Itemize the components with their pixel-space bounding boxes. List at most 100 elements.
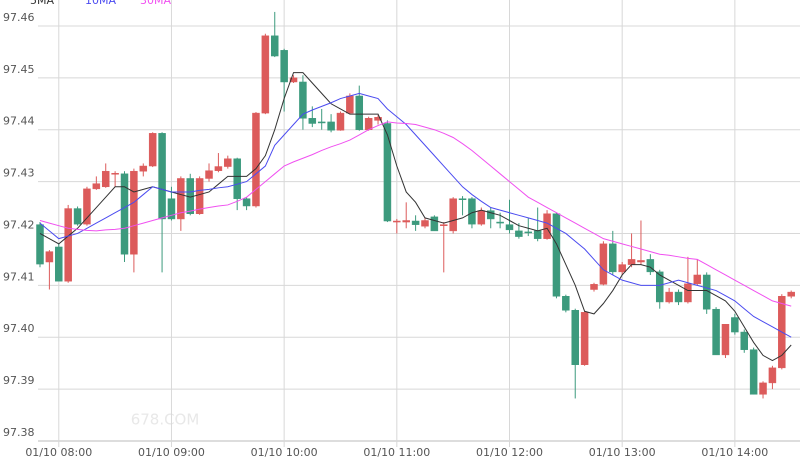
x-tick-label: 01/10 13:00 [589, 446, 656, 459]
candle-body [740, 331, 748, 350]
x-tick-label: 01/10 10:00 [251, 446, 318, 459]
candle-body [552, 213, 561, 297]
candle-body [317, 121, 326, 124]
candle-body [233, 158, 241, 199]
candle-body [271, 35, 279, 57]
candle-body [543, 213, 551, 239]
candle-body [346, 95, 354, 114]
candle-body [449, 198, 457, 232]
candle-body [308, 118, 317, 124]
candle-body [355, 95, 364, 130]
candle-body [402, 220, 410, 223]
candle-body [477, 210, 486, 225]
x-tick-label: 01/10 12:00 [476, 446, 543, 459]
candle-body [289, 77, 298, 83]
candle-body [148, 133, 157, 167]
candle-body [36, 224, 44, 265]
candle-body [674, 291, 683, 303]
legend-entry: 30MA [140, 0, 171, 7]
candle-body [111, 173, 119, 175]
candle-body [618, 264, 626, 273]
candle-body [430, 216, 439, 232]
candle-body [411, 220, 420, 225]
candle-body [120, 173, 129, 255]
candle-body [580, 312, 589, 365]
candle-body [599, 243, 608, 285]
x-tick-label: 01/10 08:00 [25, 446, 92, 459]
candle-body [421, 220, 429, 227]
candle-body [167, 198, 176, 220]
candle-body [684, 283, 692, 303]
candle-body [440, 224, 448, 226]
candle-body [721, 324, 730, 356]
y-tick-label: 97.38 [3, 426, 35, 439]
candle-body [383, 123, 392, 222]
candle-body [458, 198, 467, 200]
candle-body [195, 178, 204, 215]
candle-body [712, 308, 720, 356]
y-tick-label: 97.41 [3, 270, 35, 283]
candle-body [515, 230, 523, 237]
candle-body [83, 188, 91, 225]
candle-body [693, 274, 702, 285]
x-tick-label: 01/10 09:00 [138, 446, 205, 459]
candle-body [130, 170, 138, 255]
candle-body [92, 183, 101, 190]
candle-body [486, 210, 495, 220]
candle-body [496, 221, 504, 224]
ma-line [39, 121, 792, 307]
candle-body [562, 295, 570, 311]
candle-body [101, 170, 110, 188]
candle-body [45, 251, 54, 263]
x-tick-label: 01/10 14:00 [701, 446, 768, 459]
legend-entry: 5MA [30, 0, 54, 7]
y-tick-label: 97.44 [3, 115, 35, 128]
candle-body [214, 166, 223, 171]
legend-entry: 10MA [85, 0, 116, 7]
candle-body [242, 198, 251, 207]
candle-body [505, 224, 514, 231]
ma-line [39, 92, 792, 338]
candle-body [64, 208, 72, 282]
candle-body [524, 231, 533, 234]
candle-body [655, 271, 664, 303]
candle-body [787, 291, 795, 297]
candle-body [139, 165, 148, 172]
candle-body [252, 112, 260, 207]
candle-body [571, 310, 579, 365]
candle-body [158, 133, 166, 220]
candle-body [224, 158, 232, 167]
candle-body [646, 259, 655, 273]
y-tick-label: 97.40 [3, 322, 35, 335]
x-tick-label: 01/10 11:00 [363, 446, 430, 459]
candle-body [759, 382, 767, 395]
y-tick-label: 97.39 [3, 374, 35, 387]
candle-body [533, 230, 542, 239]
candle-body [637, 260, 645, 263]
y-tick-label: 97.42 [3, 218, 35, 231]
candle-body [73, 208, 82, 225]
candle-body [665, 291, 673, 303]
candle-body [749, 349, 758, 395]
watermark: 678.COM [131, 411, 200, 429]
candle-body [364, 118, 373, 130]
candle-body [731, 317, 739, 333]
candle-body [590, 284, 598, 290]
candle-body [627, 259, 636, 265]
y-tick-label: 97.46 [3, 11, 35, 24]
candle-body [177, 178, 185, 220]
candle-body [336, 112, 345, 131]
candle-body [261, 35, 270, 114]
y-tick-label: 97.43 [3, 167, 35, 180]
candle-body [609, 243, 617, 273]
y-tick-label: 97.45 [3, 63, 35, 76]
candle-body [280, 50, 288, 83]
candle-body [55, 246, 63, 282]
candle-body [468, 198, 476, 225]
candle-body [205, 170, 213, 179]
candle-body [393, 220, 401, 223]
candle-body [299, 81, 307, 119]
candle-body [327, 121, 335, 131]
